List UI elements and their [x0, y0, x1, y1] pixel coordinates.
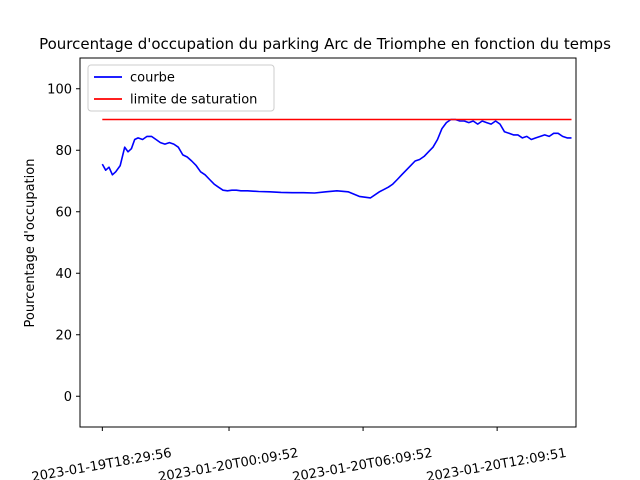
plot-frame [79, 57, 577, 428]
x-tick-label: 2023-01-20T06:09:52 [291, 446, 433, 480]
legend: courbe limite de saturation [87, 64, 275, 112]
y-tick-label: 20 [55, 328, 72, 343]
x-tick-label: 2023-01-20T12:09:51 [425, 446, 567, 480]
legend-label: courbe [130, 71, 175, 86]
y-tick-label: 0 [64, 390, 72, 405]
y-tick-label: 80 [55, 144, 72, 159]
legend-label: limite de saturation [130, 93, 257, 108]
y-tick-label: 60 [55, 205, 72, 220]
x-tick-label: 2023-01-19T18:29:56 [31, 446, 173, 480]
y-tick-label: 100 [47, 82, 72, 97]
plot-area [79, 57, 577, 428]
y-tick-label: 40 [55, 267, 72, 282]
legend-box [87, 64, 275, 112]
x-axis: 2023-01-19T18:29:562023-01-20T00:09:5220… [31, 427, 568, 480]
y-axis: 0 20 40 60 80 100 [47, 82, 80, 405]
y-axis-label: Pourcentage d'occupation [23, 159, 38, 328]
x-tick-label: 2023-01-20T00:09:52 [157, 446, 299, 480]
series-line-courbe [101, 118, 572, 199]
chart-title: Pourcentage d'occupation du parking Arc … [39, 35, 611, 53]
